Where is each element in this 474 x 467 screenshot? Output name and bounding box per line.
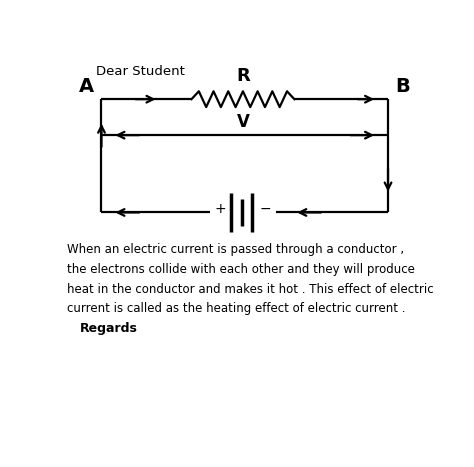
Text: When an electric current is passed through a conductor ,: When an electric current is passed throu… bbox=[66, 243, 404, 256]
Text: Dear Student: Dear Student bbox=[96, 65, 185, 78]
Text: heat in the conductor and makes it hot . This effect of electric: heat in the conductor and makes it hot .… bbox=[66, 283, 433, 296]
Text: current is called as the heating effect of electric current .: current is called as the heating effect … bbox=[66, 302, 405, 315]
Text: R: R bbox=[236, 67, 250, 85]
Text: Regards: Regards bbox=[80, 322, 137, 335]
Text: A: A bbox=[79, 77, 94, 96]
Text: the electrons collide with each other and they will produce: the electrons collide with each other an… bbox=[66, 263, 414, 276]
Text: B: B bbox=[395, 77, 410, 96]
Text: −: − bbox=[259, 202, 271, 216]
Text: V: V bbox=[237, 113, 249, 131]
Text: +: + bbox=[214, 202, 226, 216]
